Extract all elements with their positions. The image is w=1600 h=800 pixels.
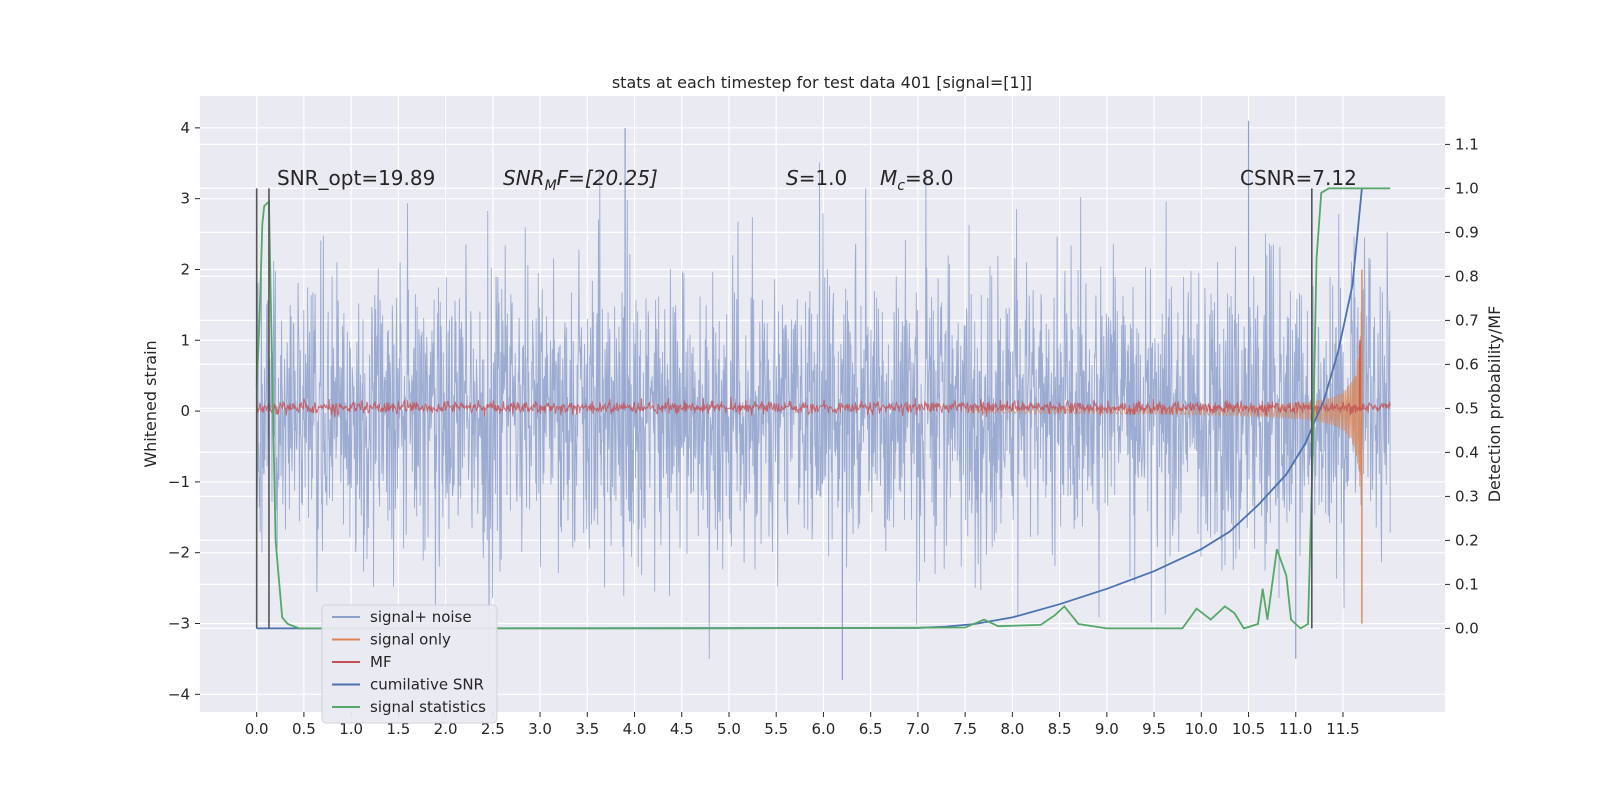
annotation-mc: Mc=8.0 (880, 166, 954, 194)
y-tick-label-4: 0 (180, 402, 190, 420)
annotation-csnr: CSNR=7.12 (1240, 166, 1357, 190)
series-signal-noise (256, 162, 1391, 673)
legend-label-0: signal+ noise (370, 608, 472, 626)
y-tick-label-7: −3 (168, 614, 190, 632)
legend-label-1: signal only (370, 631, 451, 649)
mc-subscript: c (897, 178, 905, 194)
chart-title: stats at each timestep for test data 401… (612, 73, 1032, 92)
y2-tick-label-8: 0.3 (1455, 487, 1479, 505)
x-tick-label-7: 3.5 (575, 720, 599, 738)
legend-label-2: MF (370, 653, 392, 671)
legend: signal+ noise signal only MF cumilative SNR… (321, 604, 498, 724)
y2-tick-label-3: 0.8 (1455, 267, 1479, 285)
vertical-markers (255, 188, 1313, 629)
snr-mf-symbol: SNR (503, 166, 545, 190)
y2-tick-label-6: 0.5 (1455, 399, 1479, 417)
x-tick-label-0: 0.0 (245, 720, 269, 738)
y2-tick-label-9: 0.2 (1455, 531, 1479, 549)
grid (200, 96, 1445, 712)
y-tick-label-1: 3 (180, 190, 190, 208)
x-tick-label-4: 2.0 (434, 720, 458, 738)
legend-label-3: cumilative SNR (370, 676, 484, 694)
legend-box (321, 604, 498, 724)
series-layer (255, 120, 1391, 681)
x-tick-label-9: 4.5 (670, 720, 694, 738)
y2-tick-label-7: 0.4 (1455, 443, 1479, 461)
y-tick-label-6: −2 (168, 544, 190, 562)
x-tick-label-1: 0.5 (292, 720, 316, 738)
snr-mf-f: F=[20.25] (557, 166, 658, 190)
ticks: 0.0 0.5 1.0 1.5 2.0 2.5 3.0 3.5 4.0 4.5 5.0 5.5 6.0 6… (168, 119, 1479, 738)
x-tick-label-16: 8.0 (1000, 720, 1024, 738)
annotation-snr-opt: SNR_opt=19.89 (277, 166, 435, 190)
x-tick-label-18: 9.0 (1095, 720, 1119, 738)
y-tick-label-5: −1 (168, 473, 190, 491)
s-value: =1.0 (799, 166, 848, 190)
annotation-snr-mf: SNRMF=[20.25] (503, 166, 658, 194)
y-tick-label-2: 2 (180, 260, 190, 278)
y-tick-label-0: 4 (180, 119, 190, 137)
x-tick-label-2: 1.0 (339, 720, 363, 738)
x-tick-label-10: 5.0 (717, 720, 741, 738)
mc-value: =8.0 (905, 166, 954, 190)
s-symbol: S (786, 166, 799, 190)
snr-mf-subscript: M (545, 178, 557, 194)
x-tick-label-3: 1.5 (386, 720, 410, 738)
annotation-s: S=1.0 (786, 166, 847, 190)
y2-tick-label-4: 0.7 (1455, 311, 1479, 329)
x-tick-label-17: 8.5 (1048, 720, 1072, 738)
x-tick-label-12: 6.0 (812, 720, 836, 738)
x-tick-label-20: 10.0 (1185, 720, 1218, 738)
y2-tick-label-10: 0.1 (1455, 575, 1479, 593)
legend-label-4: signal statistics (370, 698, 486, 716)
x-tick-label-6: 3.0 (528, 720, 552, 738)
x-tick-label-19: 9.5 (1142, 720, 1166, 738)
y2-tick-label-0: 1.1 (1455, 135, 1479, 153)
x-tick-label-5: 2.5 (481, 720, 505, 738)
x-tick-label-23: 11.5 (1326, 720, 1359, 738)
mc-symbol: M (880, 166, 897, 190)
series-signal-statistics (255, 187, 1391, 630)
y-tick-label-3: 1 (180, 331, 190, 349)
x-tick-label-11: 5.5 (764, 720, 788, 738)
y2-tick-label-2: 0.9 (1455, 223, 1479, 241)
x-tick-label-14: 7.0 (906, 720, 930, 738)
x-tick-label-21: 10.5 (1232, 720, 1265, 738)
x-tick-label-22: 11.0 (1279, 720, 1312, 738)
x-tick-label-13: 6.5 (859, 720, 883, 738)
y-tick-label-8: −4 (168, 685, 190, 703)
series-mf (256, 396, 1391, 418)
y2-tick-label-1: 1.0 (1455, 179, 1479, 197)
y2-tick-label-11: 0.0 (1455, 619, 1479, 637)
y-axis-label: Whitened strain (141, 340, 160, 467)
x-tick-label-15: 7.5 (953, 720, 977, 738)
y2-axis-label: Detection probability/MF (1485, 306, 1504, 503)
y2-tick-label-5: 0.6 (1455, 355, 1479, 373)
x-tick-label-8: 4.0 (623, 720, 647, 738)
